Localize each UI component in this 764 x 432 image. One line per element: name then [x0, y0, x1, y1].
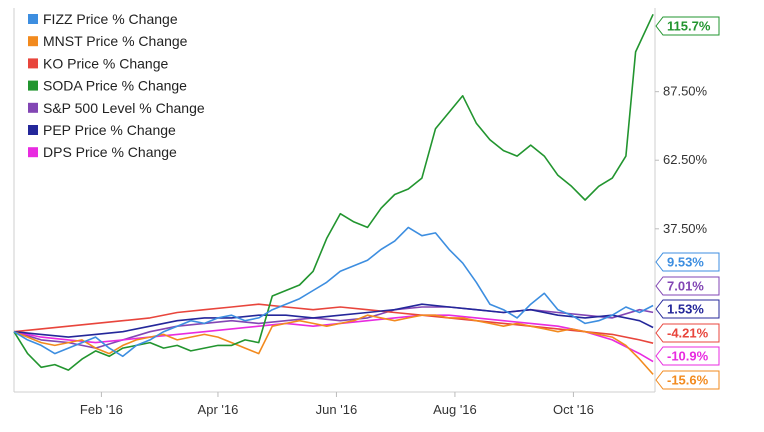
end-label-box [655, 276, 720, 296]
y-tick-label: 62.50% [663, 152, 708, 167]
legend-label: PEP Price % Change [43, 122, 176, 138]
end-label-group: -10.9% [655, 346, 720, 366]
y-tick-label: 87.50% [663, 84, 708, 99]
series-line-pep [13, 303, 654, 338]
end-label-box [655, 323, 720, 343]
legend-swatch [28, 102, 38, 113]
end-label-box [655, 16, 720, 36]
series-line-fizz [13, 226, 654, 358]
legend-label: SODA Price % Change [43, 78, 187, 94]
legend-swatch [28, 14, 38, 24]
x-tick-label: Oct '16 [553, 402, 594, 417]
legend: FIZZ Price % Change MNST Price % Change KO… [28, 11, 205, 160]
end-label-group: -4.21% [655, 323, 720, 343]
axes: Feb '16 Apr '16 Jun '16 Aug '16 Oct '16 87.50… [13, 8, 708, 417]
series-line-mnst [13, 314, 654, 375]
x-tick-label: Apr '16 [198, 402, 239, 417]
end-value-label: -15.6% [667, 373, 709, 388]
end-value-label: 9.53% [667, 255, 704, 270]
legend-label: MNST Price % Change [43, 33, 188, 49]
end-value-label: -4.21% [667, 326, 709, 341]
end-label-group: 1.53% [655, 299, 720, 319]
series-line-ko [13, 303, 654, 344]
legend-swatch [28, 80, 38, 91]
end-value-label: -10.9% [667, 349, 709, 364]
x-tick-label: Aug '16 [433, 402, 477, 417]
legend-swatch [28, 58, 38, 69]
end-label-group: -15.6% [655, 370, 720, 390]
series-lines [13, 13, 654, 375]
end-value-label: 1.53% [667, 302, 704, 317]
end-label-box [655, 252, 720, 272]
end-value-labels: 9.53% -15.6% -4.21% 115.7% 7.01% 1.53% -10.9% [655, 16, 720, 390]
end-label-box [655, 346, 720, 366]
end-value-label: 7.01% [667, 279, 704, 294]
y-tick-label: 37.50% [663, 221, 708, 236]
legend-swatch [28, 147, 38, 158]
legend-label: DPS Price % Change [43, 144, 177, 160]
legend-swatch [28, 125, 38, 135]
end-label-group: 9.53% [655, 252, 720, 272]
end-label-box [655, 299, 720, 319]
series-line-soda [13, 13, 654, 371]
x-tick-label: Jun '16 [316, 402, 358, 417]
end-value-label: 115.7% [667, 19, 711, 34]
legend-label: KO Price % Change [43, 55, 168, 71]
end-label-box [655, 370, 720, 390]
legend-label: FIZZ Price % Change [43, 11, 178, 27]
legend-label: S&P 500 Level % Change [43, 100, 205, 116]
legend-swatch [28, 36, 38, 47]
end-label-group: 115.7% [655, 16, 720, 36]
end-label-group: 7.01% [655, 276, 720, 296]
x-tick-label: Feb '16 [80, 402, 123, 417]
